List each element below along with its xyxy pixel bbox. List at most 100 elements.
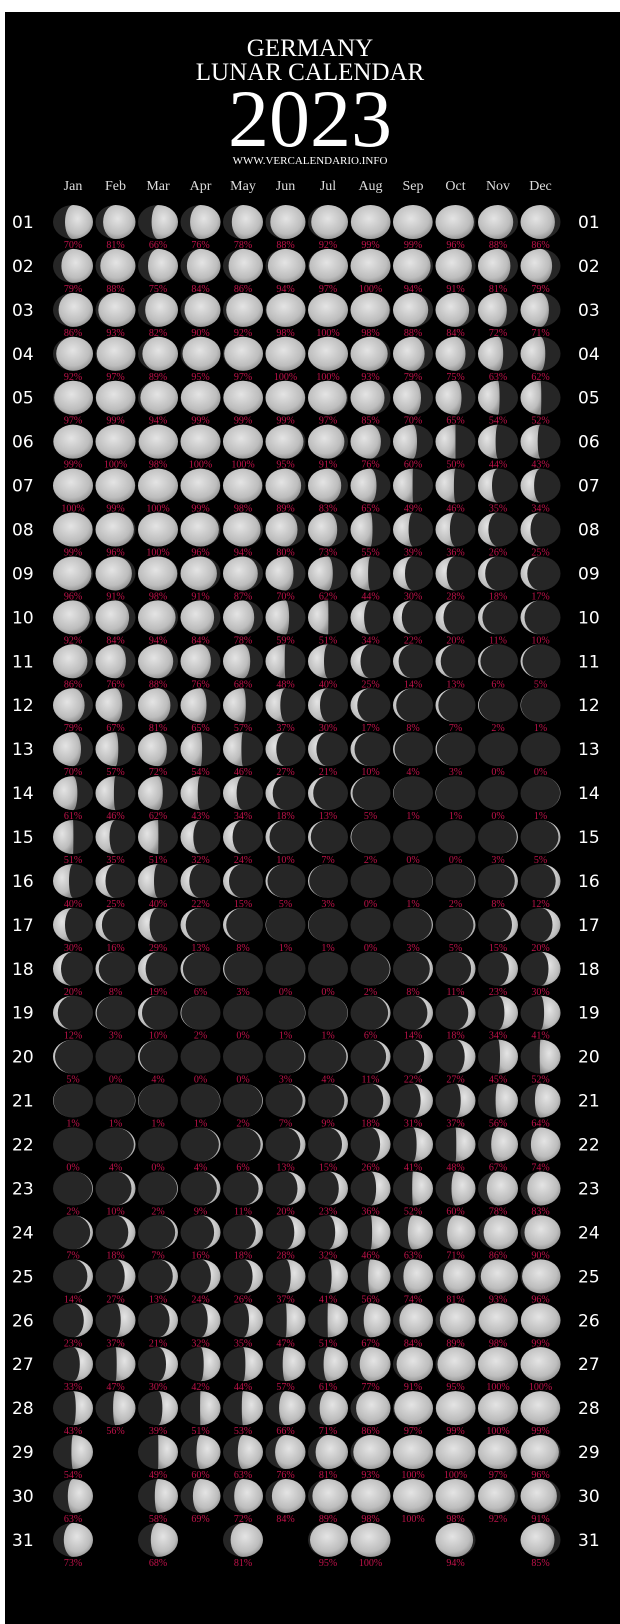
day-label: 05 [578, 389, 600, 409]
moon-dark [436, 820, 476, 854]
day-label: 07 [578, 477, 600, 497]
moon-dark [478, 732, 518, 766]
day-label: 16 [578, 872, 600, 892]
calendar-poster: GERMANY LUNAR CALENDAR 2023 WWW.VERCALEN… [0, 0, 620, 1624]
day-label: 01 [578, 213, 600, 233]
day-label: 08 [578, 521, 600, 541]
day-label: 24 [12, 1223, 34, 1243]
moon-phase [53, 556, 91, 590]
illumination-label: 85% [531, 1558, 549, 1569]
website: WWW.VERCALENDARIO.INFO [233, 155, 388, 167]
illumination-label: 84% [276, 1514, 294, 1525]
moon-dark [53, 1128, 93, 1162]
illumination-label: 73% [64, 1558, 82, 1569]
day-label: 25 [12, 1267, 34, 1287]
moon-phase [394, 1391, 433, 1425]
day-label: 04 [578, 345, 600, 365]
day-label: 27 [12, 1355, 34, 1375]
day-label: 27 [578, 1355, 600, 1375]
day-label: 18 [578, 960, 600, 980]
moon-phase [53, 513, 93, 547]
moon-phase [521, 1347, 561, 1381]
day-label: 10 [578, 608, 600, 628]
moon-phase [96, 381, 136, 415]
day-label: 02 [12, 257, 34, 277]
moon-dark [521, 732, 561, 766]
day-label: 18 [12, 960, 34, 980]
country: GERMANY [247, 35, 373, 62]
moon-phase [181, 381, 221, 415]
moon-dark [138, 1128, 178, 1162]
day-label: 22 [578, 1136, 600, 1156]
moon-phase [138, 556, 177, 590]
moon-phase [223, 469, 262, 503]
illumination-label: 94% [446, 1558, 464, 1569]
moon-phase [181, 513, 219, 547]
day-label: 01 [12, 213, 34, 233]
moon-phase [139, 425, 178, 459]
day-label: 20 [12, 1048, 34, 1068]
moon-dark [393, 820, 433, 854]
moon-phase [138, 469, 178, 503]
moon-phase [478, 1391, 518, 1425]
moon-phase [393, 1435, 433, 1469]
moon-dark [223, 996, 263, 1030]
day-label: 14 [12, 784, 34, 804]
moon-phase [266, 337, 306, 371]
moon-phase [308, 337, 348, 371]
moon-dark [351, 908, 391, 942]
month-label: Aug [358, 179, 382, 194]
moon-phase [223, 381, 263, 415]
moon-phase [96, 513, 134, 547]
day-label: 02 [578, 257, 600, 277]
day-label: 17 [12, 916, 34, 936]
illumination-label: 56% [106, 1426, 124, 1437]
day-label: 19 [12, 1004, 34, 1024]
moon-phase [54, 381, 93, 415]
moon-phase [224, 337, 263, 371]
month-label: Sep [403, 179, 424, 194]
moon-phase [478, 1435, 517, 1469]
moon-phase [309, 249, 348, 283]
moon-phase [351, 1479, 390, 1513]
day-label: 30 [12, 1487, 34, 1507]
moon-dark [266, 952, 306, 986]
year: 2023 [228, 73, 392, 164]
month-label: Jun [276, 179, 295, 194]
moon-phase [393, 1479, 433, 1513]
moon-phase [97, 337, 136, 371]
illumination-label: 100% [401, 1514, 424, 1525]
illumination-label: 69% [191, 1514, 209, 1525]
moon-phase [521, 1435, 559, 1469]
moon-phase [266, 293, 305, 327]
day-label: 29 [12, 1443, 34, 1463]
day-label: 03 [578, 301, 600, 321]
moon-phase [96, 469, 136, 503]
day-label: 11 [12, 652, 34, 672]
moon-phase [308, 381, 347, 415]
day-label: 06 [578, 433, 600, 453]
day-label: 24 [578, 1223, 600, 1243]
moon-dark [223, 1040, 263, 1074]
day-label: 06 [12, 433, 34, 453]
day-label: 16 [12, 872, 34, 892]
moon-phase [436, 205, 474, 239]
day-label: 09 [578, 564, 600, 584]
day-label: 14 [578, 784, 600, 804]
moon-phase [436, 1391, 476, 1425]
day-label: 11 [578, 652, 600, 672]
illumination-label: 100% [359, 1558, 382, 1569]
moon-phase [351, 293, 390, 327]
illumination-label: 81% [234, 1558, 252, 1569]
moon-dark [308, 952, 348, 986]
day-label: 23 [578, 1179, 600, 1199]
day-label: 03 [12, 301, 34, 321]
moon-dark [96, 1040, 136, 1074]
moon-phase [478, 1347, 518, 1381]
moon-phase [522, 1259, 560, 1293]
month-label: Apr [190, 179, 212, 194]
moon-phase [266, 381, 306, 415]
moon-dark [181, 1040, 221, 1074]
day-label: 19 [578, 1004, 600, 1024]
moon-phase [223, 425, 263, 459]
